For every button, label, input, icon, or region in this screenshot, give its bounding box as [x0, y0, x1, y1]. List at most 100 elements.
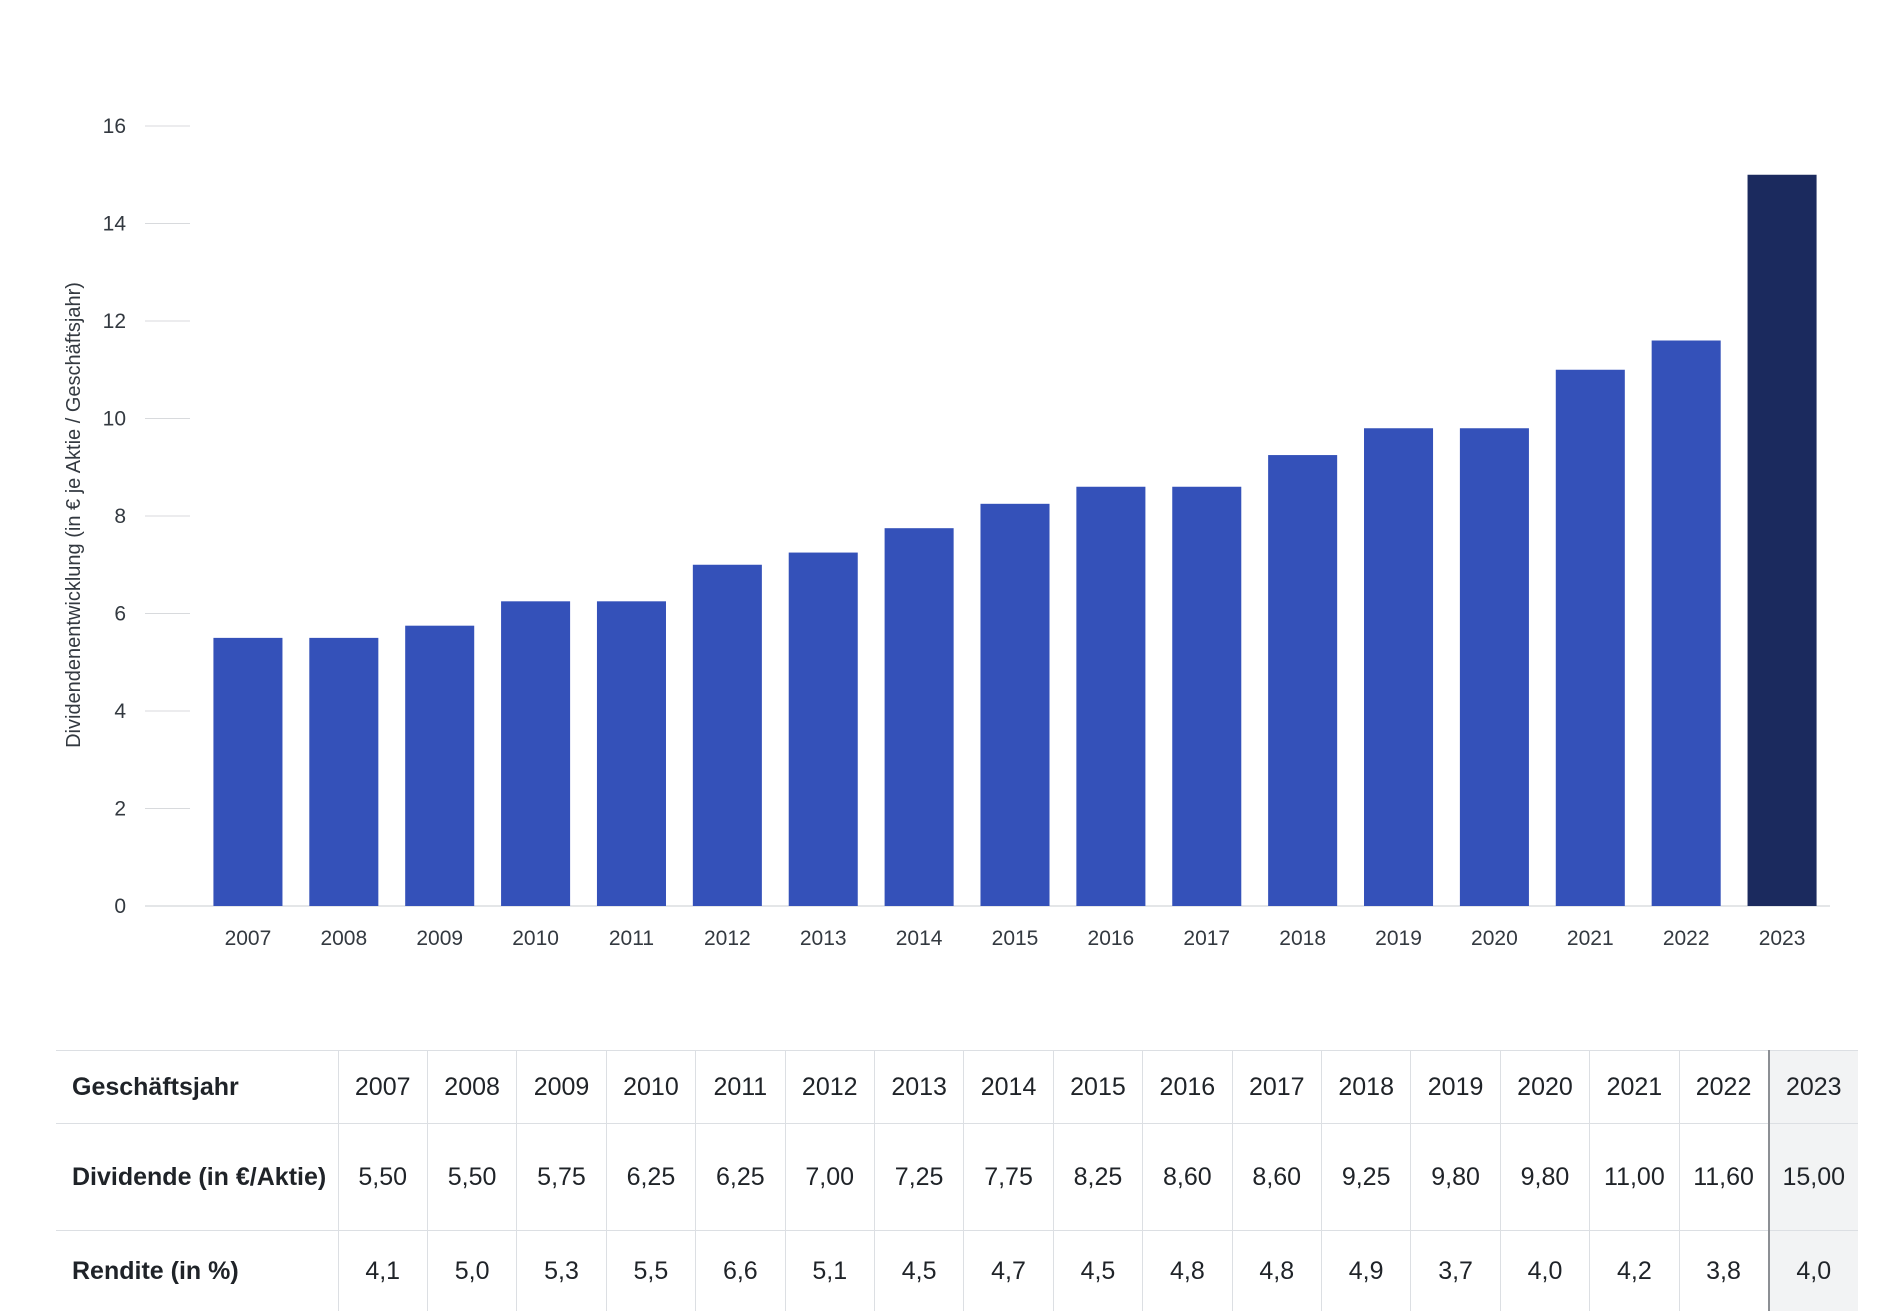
- bar-2015: [980, 504, 1049, 906]
- year-cell: 2013: [874, 1051, 963, 1124]
- dividend-cell: 7,00: [785, 1124, 874, 1231]
- y-tick-label: 12: [103, 310, 126, 333]
- y-tick-label: 16: [103, 115, 126, 138]
- bars: [213, 175, 1816, 906]
- y-tick-label: 4: [114, 700, 126, 723]
- dividend-cell: 9,25: [1321, 1124, 1410, 1231]
- x-tick-label: 2019: [1375, 927, 1422, 950]
- x-tick-label: 2009: [416, 927, 463, 950]
- x-tick-label: 2016: [1088, 927, 1135, 950]
- bar-2020: [1460, 428, 1529, 906]
- dividend-cell: 15,00: [1769, 1124, 1859, 1231]
- dividend-cell: 8,60: [1143, 1124, 1232, 1231]
- row-label-year: Geschäftsjahr: [56, 1051, 338, 1124]
- bar-2013: [789, 553, 858, 906]
- yield-cell: 4,1: [338, 1231, 427, 1311]
- dividend-cell: 5,75: [517, 1124, 606, 1231]
- row-label-dividend: Dividende (in €/Aktie): [56, 1124, 338, 1231]
- year-cell: 2020: [1500, 1051, 1589, 1124]
- bar-2014: [885, 528, 954, 906]
- x-tick-label: 2010: [512, 927, 559, 950]
- year-cell: 2012: [785, 1051, 874, 1124]
- x-tick-labels: 2007 2008 2009 2010 2011 2012 2013 2014 2015 2016…: [225, 927, 1806, 950]
- bar-2019: [1364, 428, 1433, 906]
- x-tick-label: 2017: [1183, 927, 1230, 950]
- x-tick-label: 2014: [896, 927, 943, 950]
- dividend-cell: 7,25: [874, 1124, 963, 1231]
- yield-cell: 5,5: [606, 1231, 695, 1311]
- dividend-cell: 9,80: [1500, 1124, 1589, 1231]
- x-tick-label: 2015: [992, 927, 1039, 950]
- x-tick-label: 2008: [320, 927, 367, 950]
- year-cell: 2007: [338, 1051, 427, 1124]
- yield-cell: 4,5: [874, 1231, 963, 1311]
- yield-cell: 5,3: [517, 1231, 606, 1311]
- y-axis-title: Dividendenentwicklung (in € je Aktie / G…: [63, 282, 85, 748]
- x-tick-label: 2007: [225, 927, 272, 950]
- x-tick-label: 2018: [1279, 927, 1326, 950]
- dividend-cell: 11,00: [1590, 1124, 1679, 1231]
- yield-cell: 5,0: [427, 1231, 516, 1311]
- bar-2011: [597, 601, 666, 906]
- bar-2017: [1172, 487, 1241, 906]
- bar-2022: [1652, 341, 1721, 907]
- dividend-cell: 5,50: [427, 1124, 516, 1231]
- y-gridlines: [145, 126, 190, 809]
- x-tick-label: 2011: [609, 927, 654, 950]
- bar-2009: [405, 626, 474, 906]
- yield-cell: 6,6: [696, 1231, 785, 1311]
- bar-2012: [693, 565, 762, 906]
- year-cell: 2016: [1143, 1051, 1232, 1124]
- dividend-cell: 11,60: [1679, 1124, 1768, 1231]
- year-cell: 2018: [1321, 1051, 1410, 1124]
- bar-2018: [1268, 455, 1337, 906]
- yield-cell: 3,7: [1411, 1231, 1500, 1311]
- bar-2008: [309, 638, 378, 906]
- year-cell: 2015: [1053, 1051, 1142, 1124]
- dividend-cell: 8,60: [1232, 1124, 1321, 1231]
- year-cell: 2023: [1769, 1051, 1859, 1124]
- year-cell: 2021: [1590, 1051, 1679, 1124]
- bar-2007: [213, 638, 282, 906]
- yield-cell: 5,1: [785, 1231, 874, 1311]
- yield-cell: 4,0: [1500, 1231, 1589, 1311]
- yield-cell: 4,5: [1053, 1231, 1142, 1311]
- year-cell: 2019: [1411, 1051, 1500, 1124]
- year-cell: 2011: [696, 1051, 785, 1124]
- dividend-cell: 8,25: [1053, 1124, 1142, 1231]
- yield-cell: 4,8: [1143, 1231, 1232, 1311]
- x-tick-label: 2012: [704, 927, 751, 950]
- row-label-yield: Rendite (in %): [56, 1231, 338, 1311]
- x-tick-label: 2023: [1759, 927, 1806, 950]
- yield-cell: 4,8: [1232, 1231, 1321, 1311]
- x-tick-label: 2013: [800, 927, 847, 950]
- y-tick-label: 14: [103, 213, 127, 236]
- yield-cell: 3,8: [1679, 1231, 1768, 1311]
- year-cell: 2009: [517, 1051, 606, 1124]
- bar-2023: [1748, 175, 1817, 906]
- bar-2010: [501, 601, 570, 906]
- dividend-cell: 6,25: [696, 1124, 785, 1231]
- x-tick-label: 2020: [1471, 927, 1518, 950]
- y-tick-label: 8: [114, 505, 126, 528]
- year-cell: 2010: [606, 1051, 695, 1124]
- yield-cell: 4,9: [1321, 1231, 1410, 1311]
- year-cell: 2008: [427, 1051, 516, 1124]
- yield-cell: 4,2: [1590, 1231, 1679, 1311]
- x-tick-label: 2022: [1663, 927, 1710, 950]
- y-tick-label: 6: [114, 603, 126, 626]
- bar-2016: [1076, 487, 1145, 906]
- y-tick-label: 10: [103, 408, 126, 431]
- y-tick-label: 0: [114, 895, 126, 918]
- x-tick-label: 2021: [1567, 927, 1614, 950]
- yield-cell: 4,0: [1769, 1231, 1859, 1311]
- bar-2021: [1556, 370, 1625, 906]
- year-cell: 2022: [1679, 1051, 1768, 1124]
- yield-cell: 4,7: [964, 1231, 1053, 1311]
- dividend-cell: 9,80: [1411, 1124, 1500, 1231]
